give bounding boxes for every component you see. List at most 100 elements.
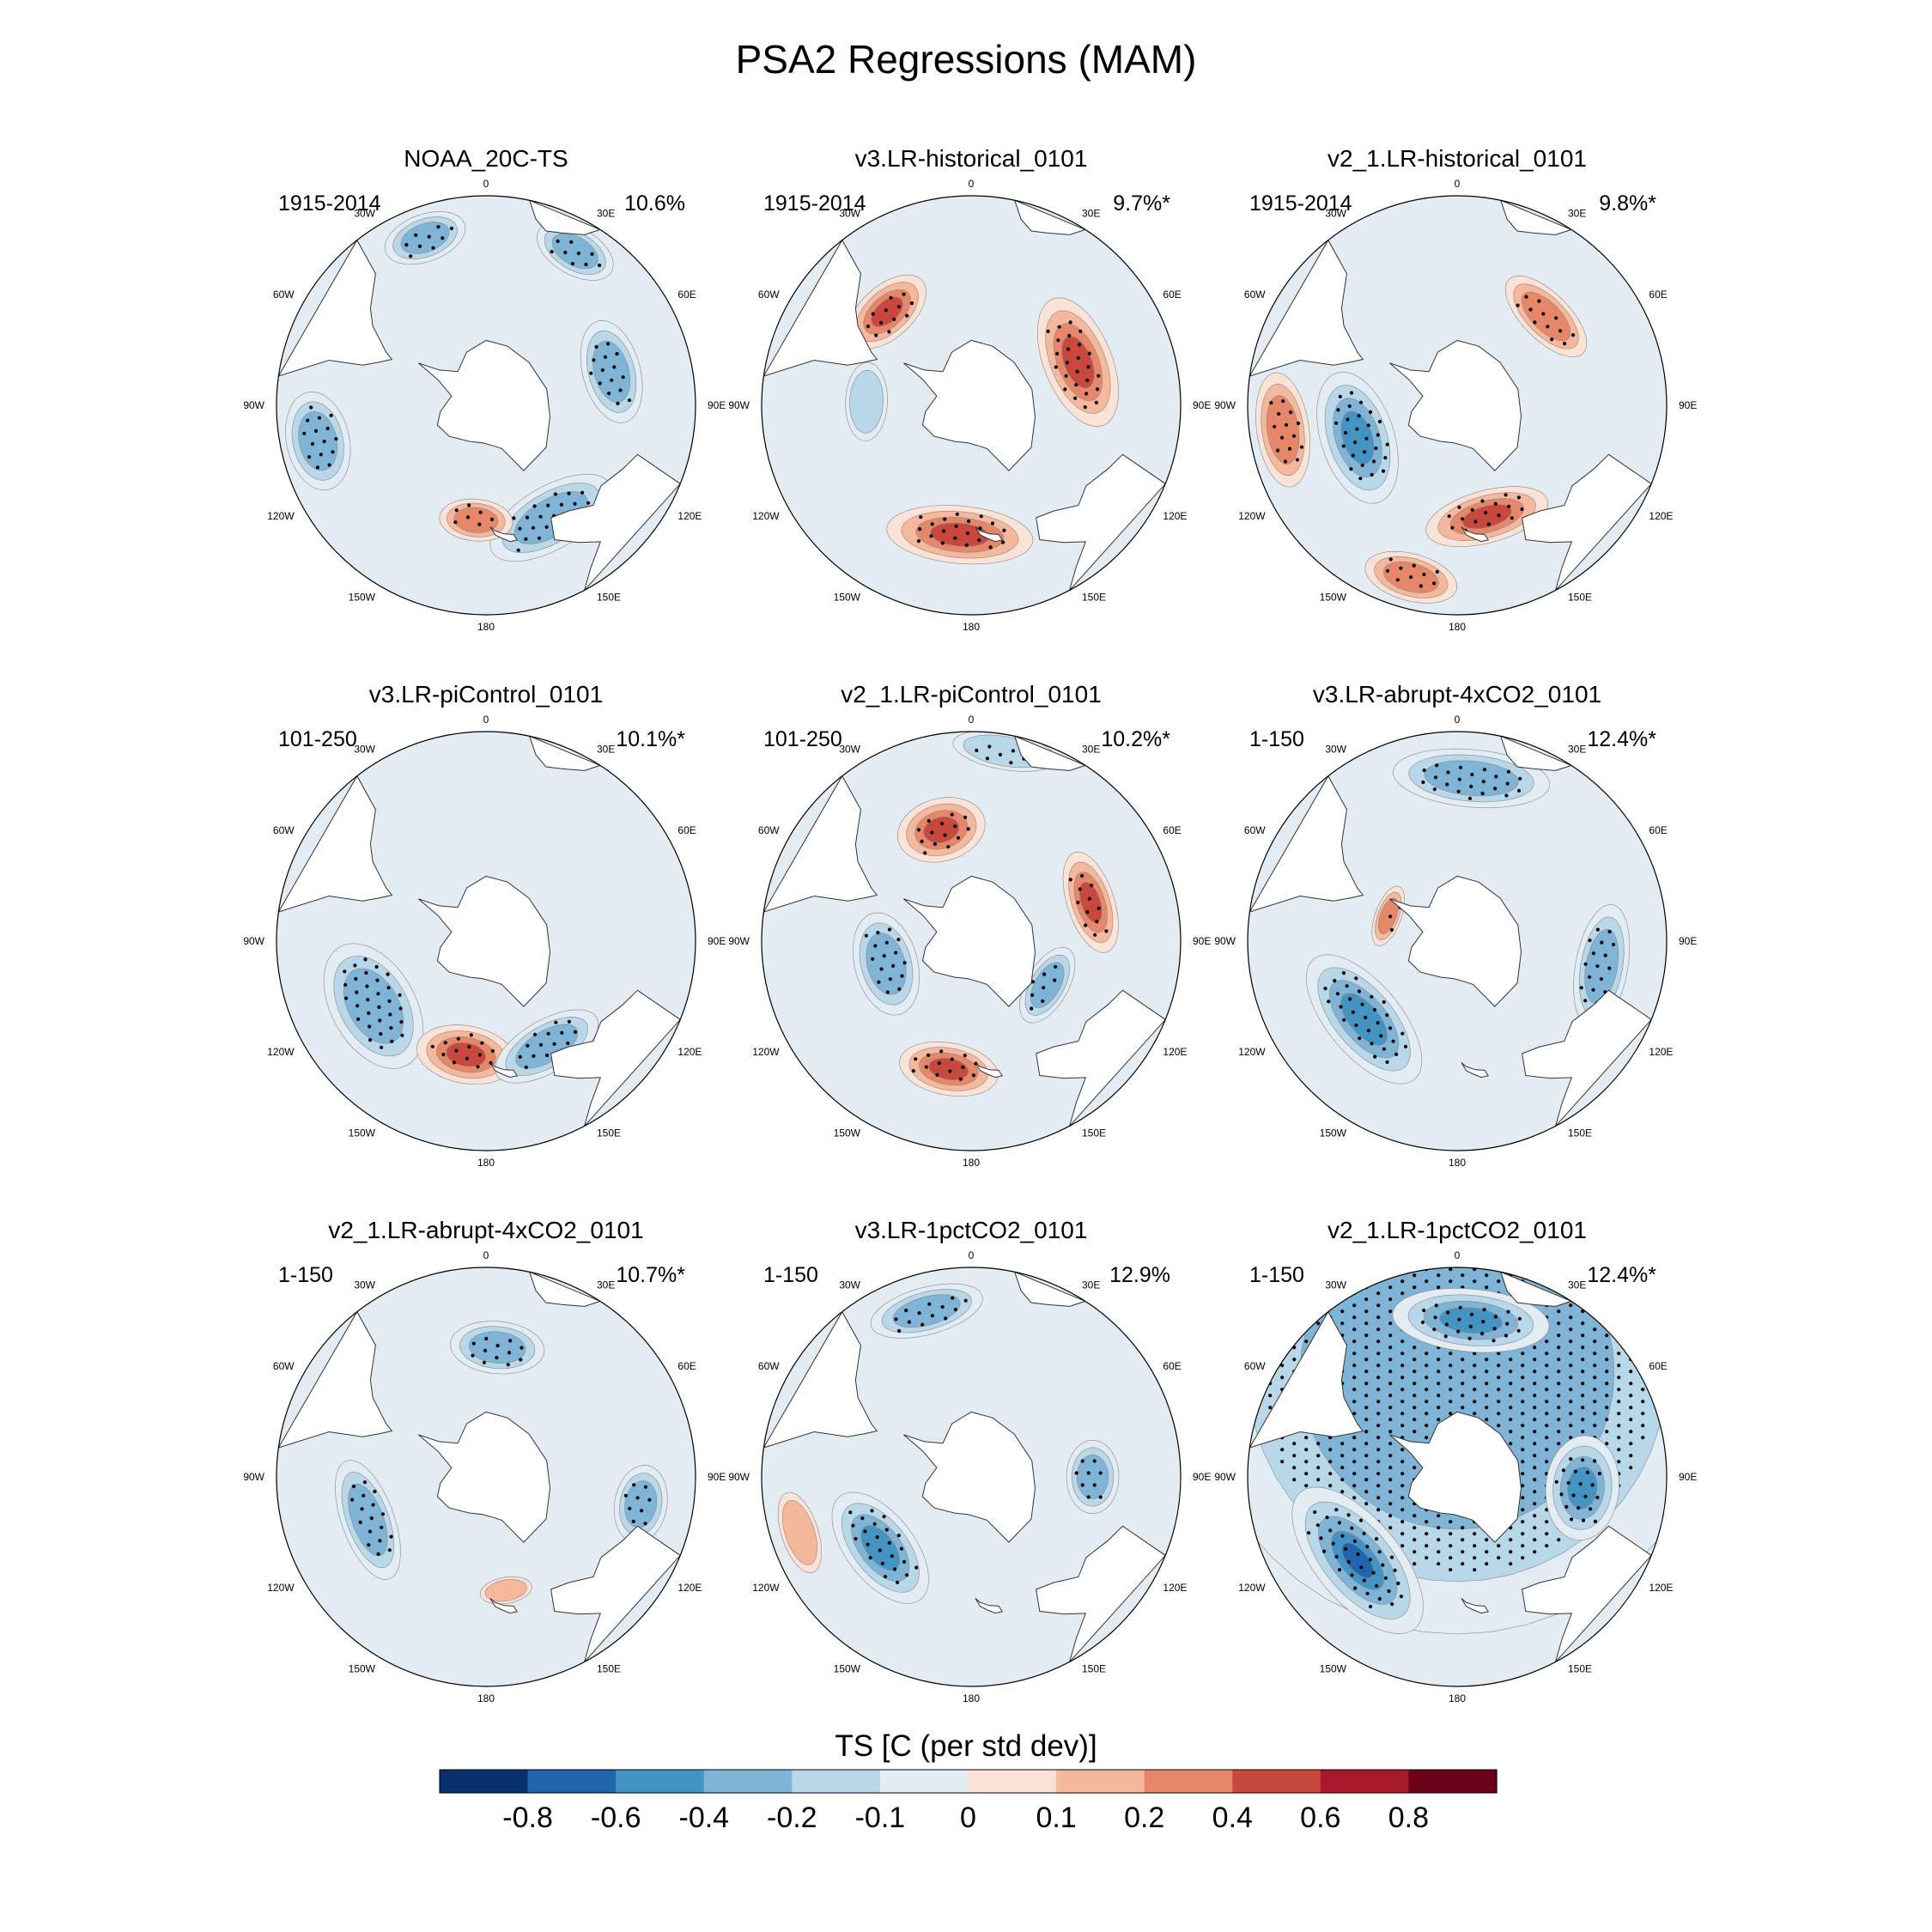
stipple-dot [1607,929,1612,934]
contour-fill [348,1483,388,1557]
stipple-dot [1569,1315,1573,1320]
stipple-dot [1570,1517,1574,1522]
stipple-dot [1400,1520,1405,1524]
longitude-label: 30W [1325,1279,1346,1291]
stipple-dot [1328,1460,1333,1464]
stipple-dot [1480,792,1485,796]
stipple-dot [1569,1303,1573,1308]
stipple-dot [937,1061,941,1066]
stipple-dot [1629,1430,1633,1434]
stipple-dot [940,541,945,545]
contour-fill [1340,993,1388,1046]
contour-fill [592,340,630,403]
stipple-dot [1588,975,1592,979]
stipple-dot [955,512,959,516]
longitude-label: 60E [1649,1360,1667,1372]
stipple-dot [404,243,409,247]
contour-fill [1079,881,1103,923]
stipple-dot [590,252,594,256]
stipple-dot [1054,365,1058,369]
stipple-dot [1593,1340,1597,1344]
stipple-dot [344,996,349,1000]
stipple-dot [933,841,937,847]
stipple-dot [870,1509,874,1513]
stipple-dot [1485,1418,1489,1422]
stipple-dot [1425,1520,1429,1524]
stipple-dot [916,828,921,832]
longitude-label: 180 [1449,1692,1466,1704]
stipple-dot [1042,986,1046,990]
stipple-dot [1292,1466,1297,1470]
stipple-dot [930,522,934,526]
stipple-dot [519,1346,524,1350]
colorbar-tick-label: -0.2 [767,1801,817,1834]
stipple-dot [879,967,884,971]
land-samerica [762,239,878,377]
stipple-dot [1456,1329,1461,1334]
land-samerica [762,775,878,913]
stipple-dot [1292,1442,1297,1446]
map-panel: v3.LR-historical_0101 1915-2014 9.7%* 0 30E 6… [728,145,1211,633]
stipple-dot [1376,1400,1381,1404]
stipple-dot [1569,1327,1573,1332]
stipple-dot [1280,1376,1285,1380]
stipple-dot [1357,414,1361,418]
stipple-dot [1289,410,1293,415]
stipple-dot [1505,1321,1510,1326]
stipple-dot [380,1045,384,1049]
colorbar-tick-label: -0.6 [591,1801,641,1834]
stipple-dot [1359,1565,1364,1570]
stipple-dot [1334,421,1339,425]
longitude-label: 30W [1325,744,1346,756]
stipple-dot [1497,513,1501,518]
stipple-dot [377,1005,381,1009]
longitude-label: 150W [1320,1662,1347,1674]
stipple-dot [643,1485,648,1489]
stipple-dot [1095,920,1099,924]
stipple-dot [1437,1562,1441,1566]
stipple-dot [1504,493,1508,497]
stipple-dot [1569,1424,1573,1428]
map-field [276,732,696,1151]
stipple-dot [1435,569,1439,574]
stipple-dot [1304,1436,1309,1440]
stipple-dot [1533,1466,1537,1470]
stipple-dot [1497,1544,1501,1548]
panel-period: 1-150 [1249,727,1304,751]
stipple-dot [358,1520,362,1524]
stipple-dot [516,548,520,552]
longitude-label: 0 [483,714,489,726]
stipple-dot [1388,1454,1393,1458]
stipple-dot [1365,1545,1370,1549]
stipple-dot [1473,1544,1477,1548]
colorbar-frame [439,1769,1498,1794]
stipple-dot [563,250,568,255]
stipple-dot [1376,1448,1381,1452]
stipple-dot [914,1057,918,1061]
stipple-dot [1425,1352,1429,1356]
stipple-dot [1493,787,1498,791]
stipple-dot [373,1489,377,1494]
colorbar-swatch [1144,1770,1233,1793]
stipple-dot [1268,1394,1273,1398]
stipple-dot [1425,1436,1429,1440]
stipple-dot [1413,1514,1417,1518]
stipple-dot [1509,1562,1513,1566]
stipple-dot [518,526,522,531]
stipple-dot [616,401,620,405]
stipple-dot [431,246,435,250]
stipple-dot [1382,999,1386,1005]
stipple-dot [900,974,904,978]
land-nzealand [489,1598,519,1614]
stipple-dot [965,531,969,536]
longitude-label: 180 [1449,1157,1466,1169]
stipple-dot [559,502,564,507]
stipple-dot [904,1309,908,1313]
map-border [1247,1267,1668,1687]
stipple-dot [1385,1060,1389,1064]
stipple-dot [1485,1406,1489,1410]
stipple-dot [963,1054,967,1058]
stipple-dot [1617,1388,1621,1392]
stipple-dot [379,1032,383,1036]
stipple-dot [1493,1315,1498,1319]
